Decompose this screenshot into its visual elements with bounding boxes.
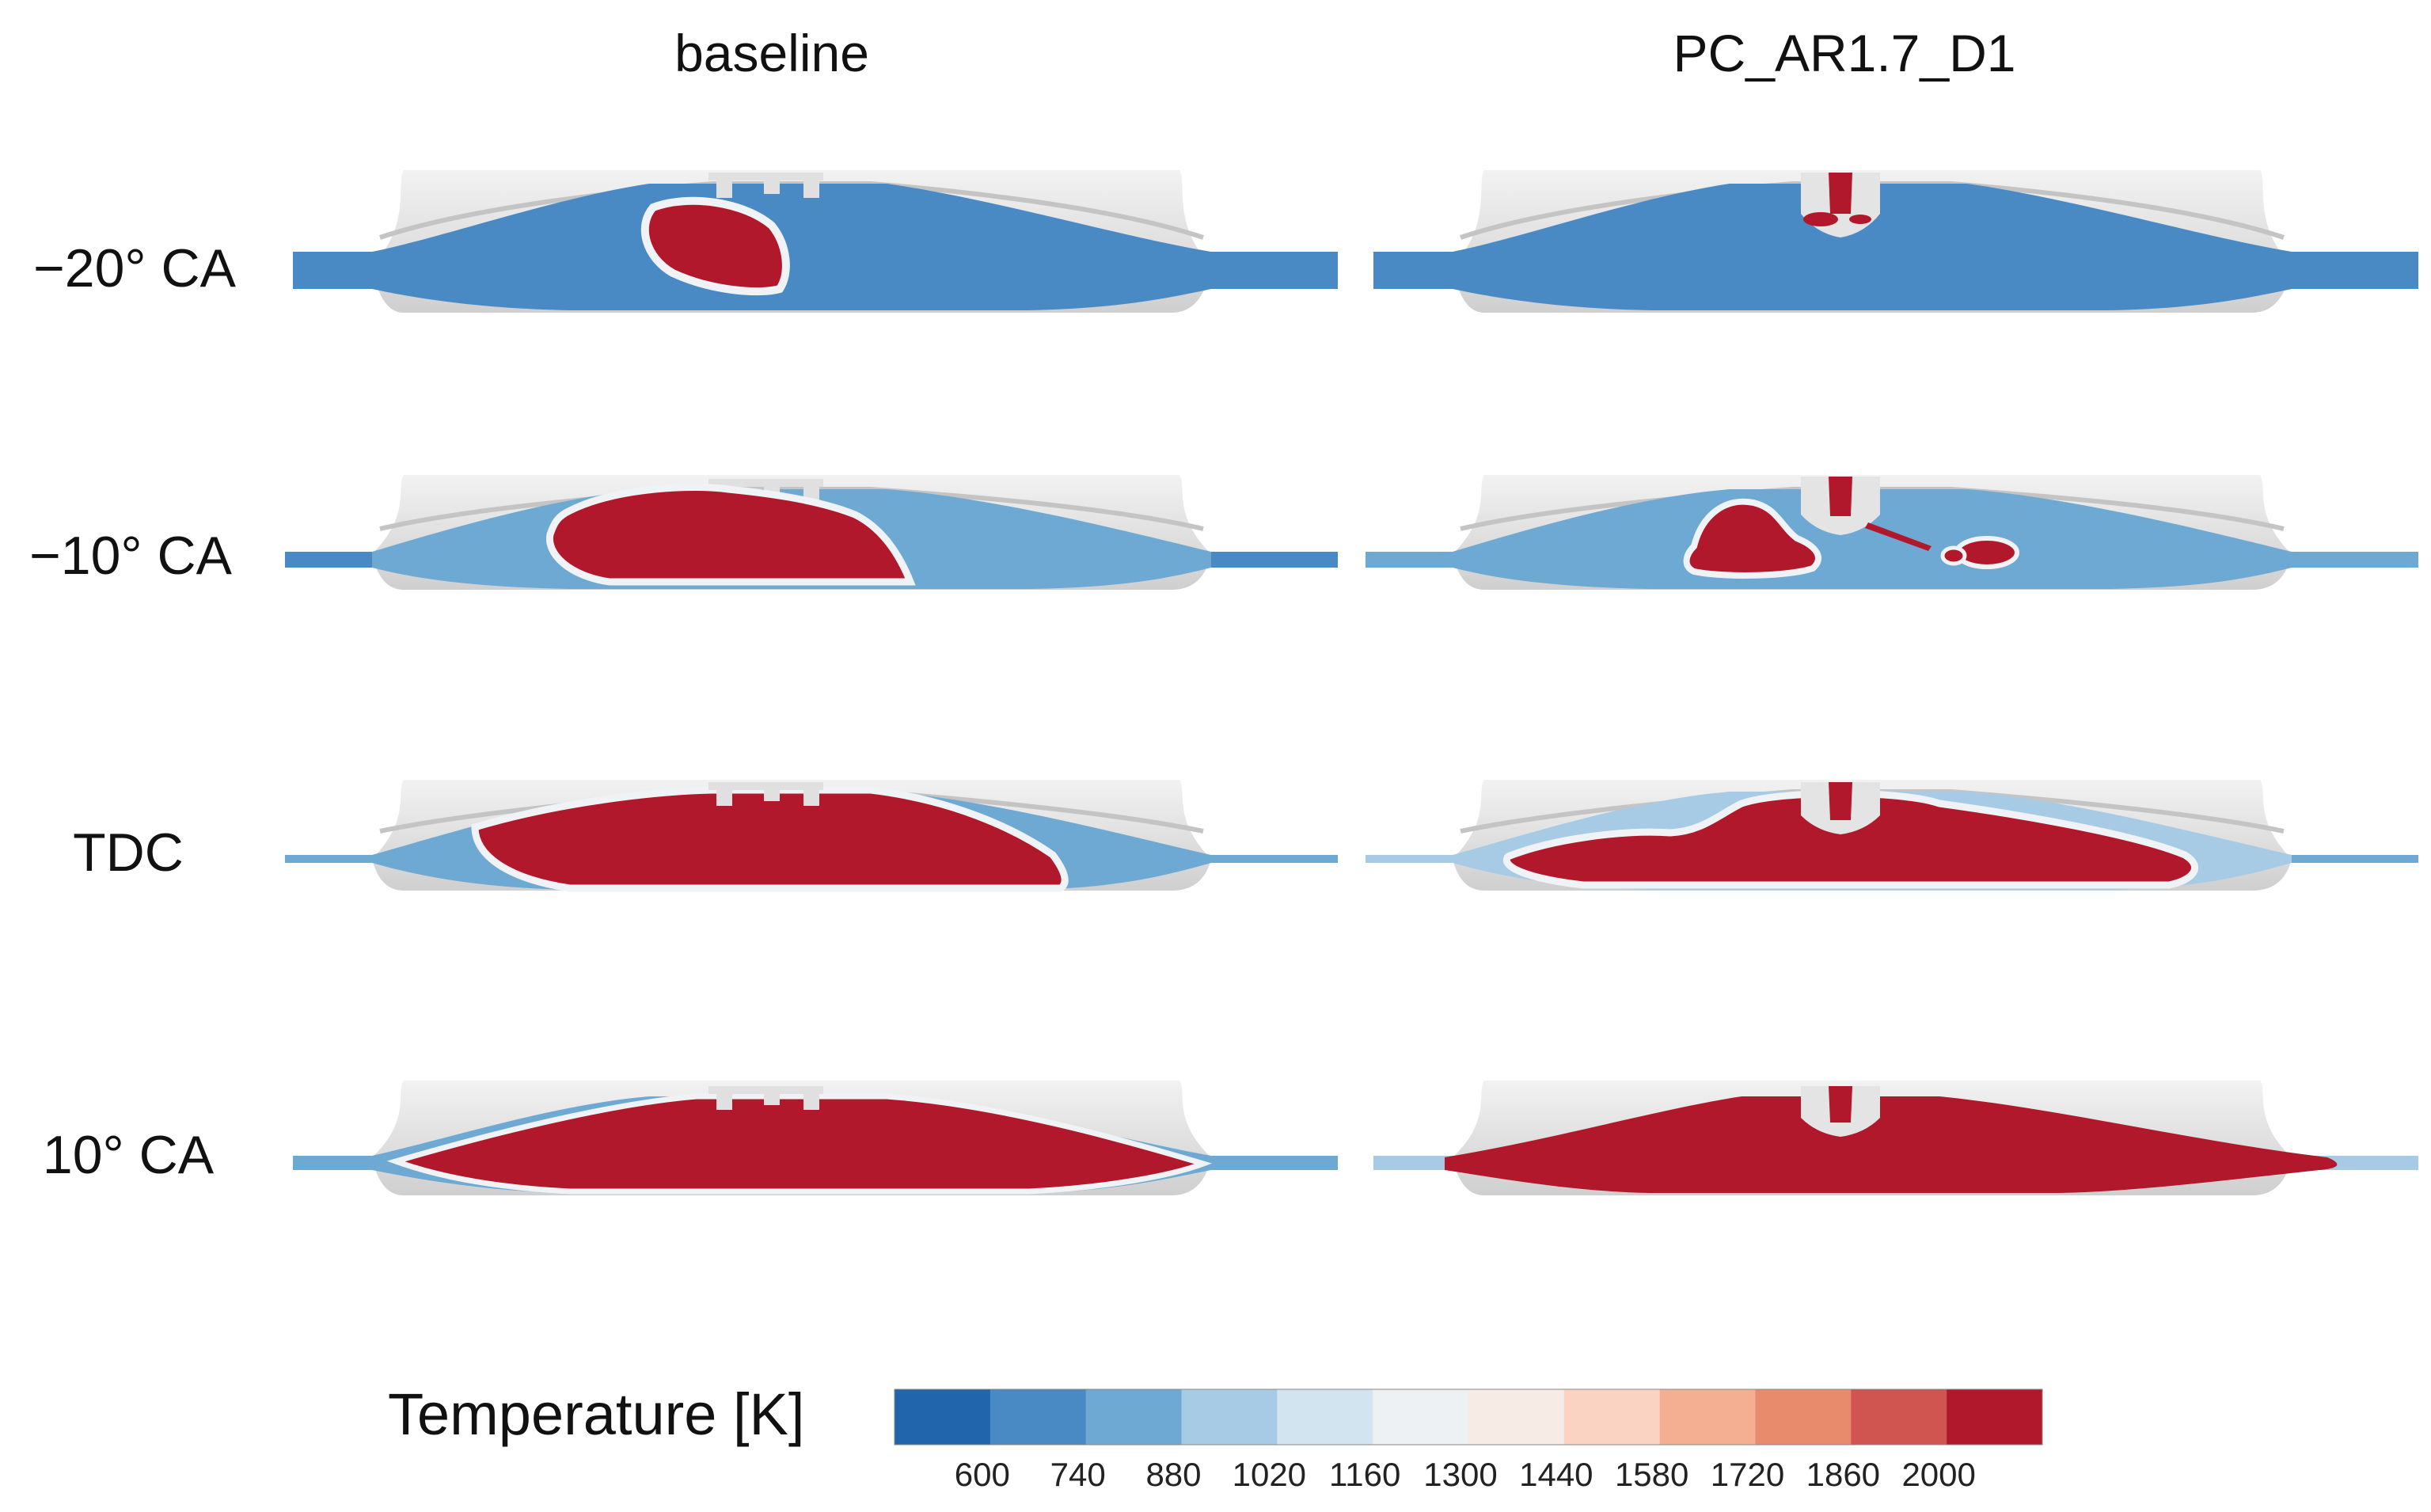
panel-pc-tdc — [1366, 780, 2418, 891]
colorbar-frame — [894, 1389, 2043, 1446]
colorbar-swatch — [1659, 1389, 1756, 1445]
injector-tip — [708, 1086, 823, 1110]
colorbar-swatch — [1563, 1389, 1661, 1445]
jet-flame-left — [1683, 498, 1821, 579]
colorbar-tick-label: 600 — [955, 1456, 1010, 1493]
jet-flame — [1803, 212, 1838, 226]
colorbar-swatch — [895, 1389, 991, 1445]
colorbar-swatch — [1085, 1389, 1182, 1445]
panel-pc-minus20 — [1373, 170, 2418, 313]
colorbar-tick-label: 1720 — [1711, 1456, 1784, 1493]
panel-pc-minus10 — [1366, 475, 2418, 590]
panel-baseline-minus10 — [285, 475, 1338, 590]
colorbar-tick-label: 1580 — [1615, 1456, 1688, 1493]
injector-tip — [708, 173, 823, 198]
colorbar-swatch — [1277, 1389, 1373, 1445]
pre-chamber-nozzle — [1829, 477, 1852, 516]
colorbar — [894, 1389, 2043, 1446]
colorbar-swatch — [1755, 1389, 1852, 1445]
pre-chamber-nozzle — [1829, 782, 1852, 820]
colorbar-tick-label: 2000 — [1901, 1456, 1975, 1493]
colorbar-tick-label: 740 — [1050, 1456, 1106, 1493]
colorbar-tick-label: 880 — [1145, 1456, 1201, 1493]
colorbar-tick-label: 1860 — [1806, 1456, 1880, 1493]
colorbar-tick-label: 1160 — [1329, 1456, 1400, 1493]
colorbar-ticks: 600 740 880 1020 1160 1300 1440 1580 1720 1860 200… — [955, 1456, 1976, 1493]
jet-flame — [1849, 215, 1871, 224]
row-label-plus10: 10° CA — [43, 1125, 215, 1185]
warm-gas-region — [1366, 489, 2418, 589]
colorbar-swatch — [1947, 1389, 2043, 1445]
column-title-pc-ar17-d1: PC_AR1.7_D1 — [1673, 24, 2016, 82]
colorbar-tick-label: 1300 — [1423, 1456, 1497, 1493]
colorbar-swatch — [989, 1389, 1087, 1445]
cold-gas-region — [1373, 184, 2418, 310]
panel-baseline-minus20 — [293, 170, 1338, 313]
hot-flame-region — [386, 1093, 1212, 1195]
colorbar-swatch — [1181, 1389, 1278, 1445]
pre-chamber-nozzle — [1829, 173, 1852, 214]
row-label-minus10: −10° CA — [29, 526, 233, 586]
row-label-tdc: TDC — [73, 822, 184, 883]
hot-flame-region — [546, 483, 916, 586]
panel-baseline-plus10 — [293, 1081, 1338, 1195]
hot-flame-region — [640, 196, 790, 296]
colorbar-swatch — [1851, 1389, 1947, 1445]
hot-flame-region — [1445, 1096, 2338, 1193]
cold-gas-region — [293, 184, 1338, 310]
jet-flame-streak — [1865, 522, 1932, 551]
hot-flame-region — [1502, 789, 2198, 889]
panel-baseline-tdc — [285, 780, 1338, 892]
colorbar-tick-label: 1020 — [1233, 1456, 1306, 1493]
row-label-minus20: −20° CA — [33, 238, 237, 298]
hot-flame-region — [471, 786, 1069, 892]
injector-tip — [708, 782, 823, 806]
column-title-baseline: baseline — [674, 24, 869, 82]
colorbar-title: Temperature [K] — [388, 1381, 804, 1447]
colorbar-swatch — [1373, 1389, 1469, 1445]
colorbar-tick-label: 1440 — [1519, 1456, 1593, 1493]
pre-chamber-nozzle — [1829, 1086, 1852, 1123]
colorbar-swatch — [1468, 1389, 1565, 1445]
panel-pc-plus10 — [1373, 1081, 2418, 1195]
